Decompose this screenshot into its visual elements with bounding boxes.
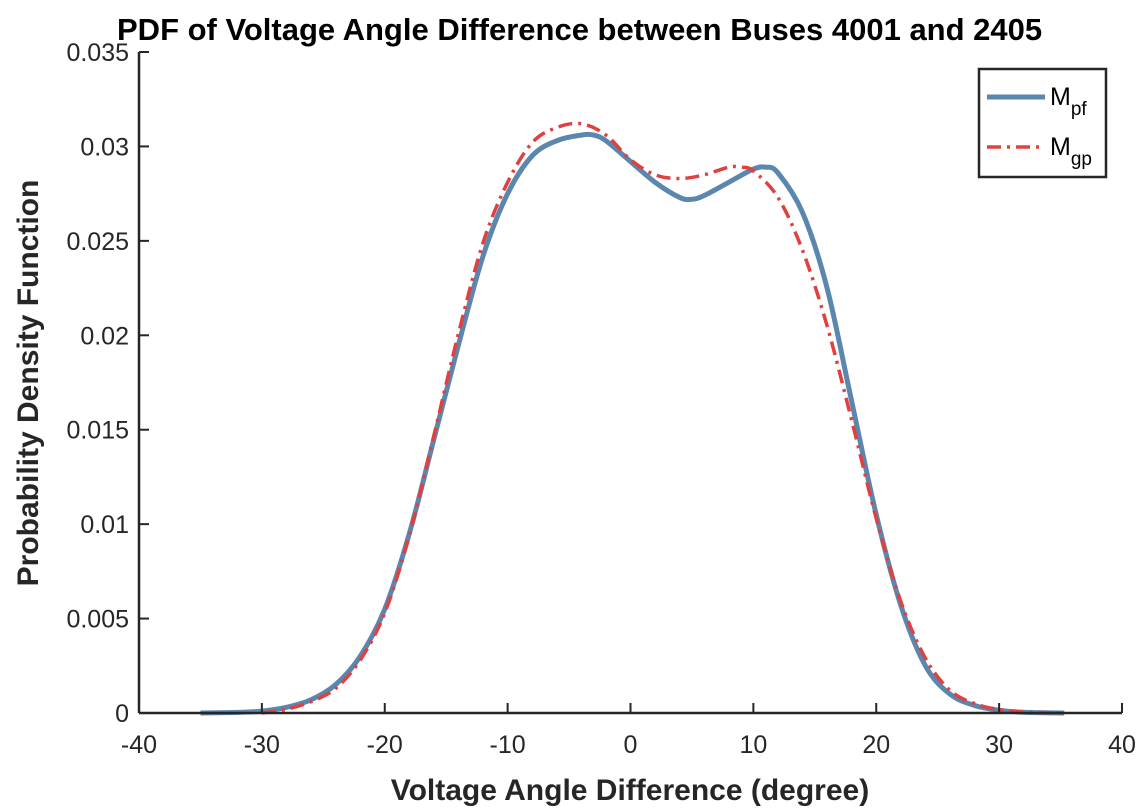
y-tick-label: 0.015	[66, 417, 129, 445]
chart-title: PDF of Voltage Angle Difference between …	[117, 12, 1042, 47]
legend-label-m-gp: Mgp	[1050, 133, 1092, 170]
y-tick-label: 0.01	[80, 511, 129, 539]
axes	[137, 51, 1123, 715]
plot-area	[200, 121, 1065, 716]
x-tick-label: -20	[367, 731, 403, 759]
x-tick-label: -10	[490, 731, 526, 759]
y-tick-label: 0.03	[80, 133, 129, 161]
y-tick-label: 0.025	[66, 228, 129, 256]
x-tick-label: 0	[624, 731, 638, 759]
y-tick-label: 0	[115, 700, 129, 728]
y-tick-label: 0.005	[66, 606, 129, 634]
x-axis-label: Voltage Angle Difference (degree)	[391, 774, 869, 807]
x-tick-label: 40	[1108, 731, 1136, 759]
y-axis-label: Probability Density Function	[12, 180, 45, 587]
x-tick-label: 30	[985, 731, 1013, 759]
legend-label-m-pf: Mpf	[1050, 83, 1087, 120]
series-line-m-gp	[261, 121, 1061, 715]
x-tick-label: 20	[862, 731, 890, 759]
legend-box	[977, 67, 1108, 179]
tick-labels: -40 -30 -20 -10 0 10 20 30 40 0 0.005 0.01 0.015 0.02…	[66, 39, 1135, 759]
y-tick-label: 0.035	[66, 39, 129, 67]
x-tick-label: -30	[244, 731, 280, 759]
x-tick-label: 10	[739, 731, 767, 759]
x-tick-label: -40	[121, 731, 157, 759]
y-tick-label: 0.02	[80, 322, 129, 350]
legend[interactable]: Mpf Mgp	[977, 67, 1108, 179]
series-line-m-pf	[200, 131, 1065, 716]
